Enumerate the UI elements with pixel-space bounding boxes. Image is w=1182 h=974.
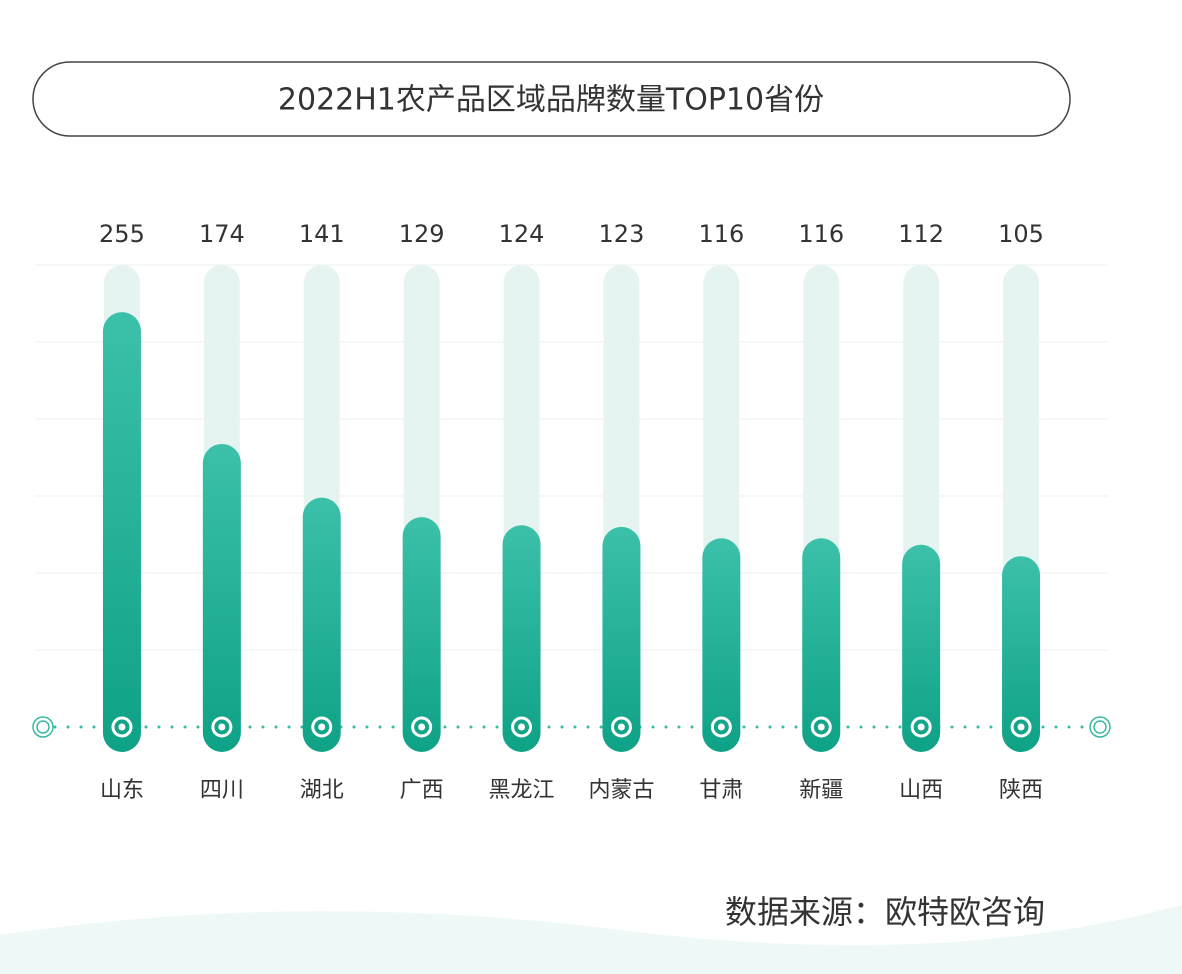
bar-dot	[311, 716, 333, 738]
bar	[202, 443, 241, 752]
bar-dot	[511, 716, 533, 738]
bar	[902, 544, 941, 752]
bar	[602, 526, 641, 752]
x-tick-label: 甘肃	[699, 778, 743, 803]
value-label: 174	[199, 220, 245, 248]
bar-dot	[411, 716, 433, 738]
title-frame	[32, 61, 1071, 137]
value-label: 116	[798, 220, 844, 248]
bar-dot	[1010, 716, 1032, 738]
x-tick-label: 内蒙古	[588, 778, 654, 803]
bar	[502, 525, 541, 752]
bar-dot-center	[917, 723, 925, 731]
bar-dot	[910, 716, 932, 738]
value-label: 123	[599, 220, 645, 248]
bar-dot	[710, 716, 732, 738]
bottom-wave	[0, 905, 1182, 974]
bar-dot-center	[617, 723, 625, 731]
value-label: 255	[99, 220, 145, 248]
bar	[702, 538, 741, 752]
bar-dot-center	[318, 723, 326, 731]
bar-dot-center	[218, 723, 226, 731]
value-label: 124	[499, 220, 545, 248]
bar	[102, 312, 141, 752]
bar	[1002, 556, 1041, 752]
x-tick-label: 黑龙江	[489, 778, 555, 803]
x-tick-label: 广西	[400, 778, 444, 803]
value-label: 112	[898, 220, 944, 248]
bar-dot	[211, 716, 233, 738]
chart-title: 2022H1农产品区域品牌数量TOP10省份	[278, 83, 824, 118]
bar-dot-center	[1017, 723, 1025, 731]
value-label: 129	[399, 220, 445, 248]
bar	[402, 517, 441, 752]
bar-dot-center	[817, 723, 825, 731]
bar-dot-center	[717, 723, 725, 731]
x-tick-label: 新疆	[799, 778, 843, 803]
axis-end-dot	[36, 720, 50, 734]
x-tick-label: 山东	[100, 778, 144, 803]
bar-dot	[610, 716, 632, 738]
bar-dot-center	[418, 723, 426, 731]
bar-dot-center	[518, 723, 526, 731]
value-label: 141	[299, 220, 345, 248]
bar	[302, 497, 341, 752]
x-tick-label: 四川	[200, 778, 244, 803]
bar-dot-center	[118, 723, 126, 731]
bar-dot	[810, 716, 832, 738]
x-tick-label: 湖北	[300, 778, 344, 803]
axis-end-ring	[32, 716, 54, 738]
value-label: 116	[698, 220, 744, 248]
value-label: 105	[998, 220, 1044, 248]
axis-end-dot	[1093, 720, 1107, 734]
x-tick-label: 山西	[899, 778, 943, 803]
axis-end-ring	[1089, 716, 1111, 738]
bar	[802, 538, 841, 752]
x-tick-label: 陕西	[999, 778, 1043, 803]
source-note: 数据来源：欧特欧咨询	[725, 893, 1045, 931]
bar-dot	[111, 716, 133, 738]
